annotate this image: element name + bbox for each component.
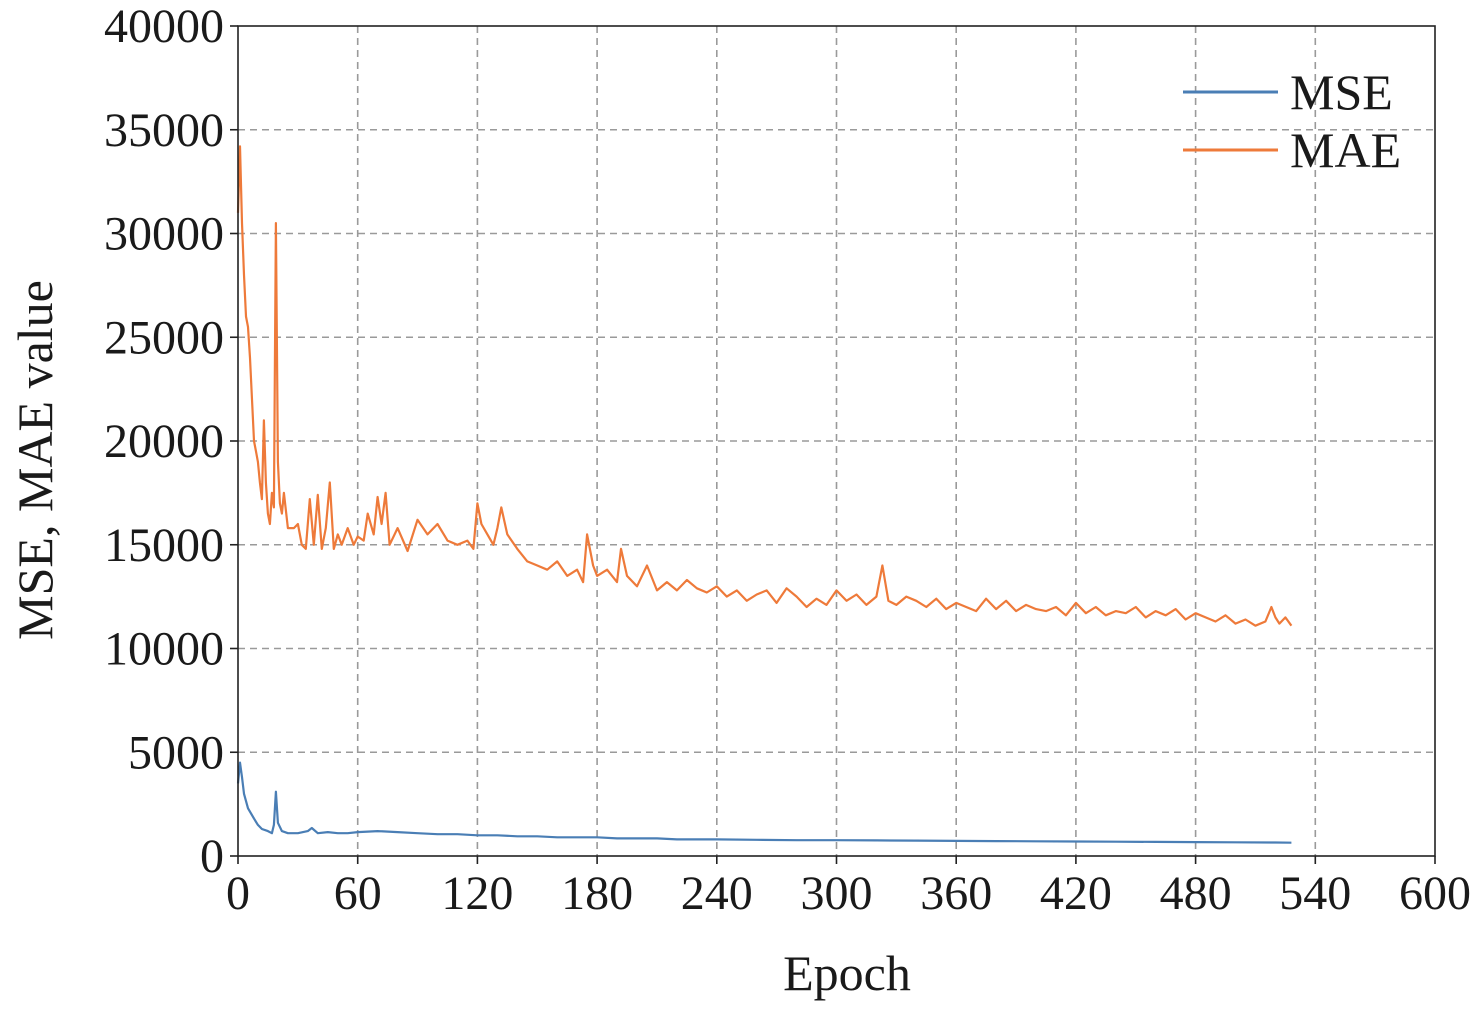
series-layer [236, 145, 1293, 844]
legend-label-mse: MSE [1290, 64, 1393, 120]
y-tick-label: 10000 [104, 623, 224, 676]
x-tick-label: 540 [1279, 867, 1351, 920]
x-tick-label: 240 [681, 867, 753, 920]
x-tick-label: 480 [1160, 867, 1232, 920]
x-axis-title: Epoch [783, 945, 911, 1001]
y-tick-label: 35000 [104, 104, 224, 157]
x-tick-label: 360 [920, 867, 992, 920]
ticks [230, 25, 1436, 864]
x-tick-label: 0 [226, 867, 250, 920]
y-tick-label: 15000 [104, 519, 224, 572]
x-tick-label: 60 [334, 867, 382, 920]
x-tick-label: 180 [561, 867, 633, 920]
x-tick-label: 600 [1399, 867, 1471, 920]
x-tick-label: 120 [441, 867, 513, 920]
grid [238, 26, 1435, 856]
series-line-mse [236, 761, 1292, 844]
y-tick-label: 5000 [128, 726, 224, 779]
y-tick-label: 0 [200, 830, 224, 883]
legend-label-mae: MAE [1290, 122, 1401, 178]
y-tick-label: 30000 [104, 208, 224, 261]
x-tick-label: 300 [801, 867, 873, 920]
y-tick-label: 25000 [104, 311, 224, 364]
x-tick-label: 420 [1040, 867, 1112, 920]
y-tick-label: 40000 [104, 0, 224, 53]
y-axis-title: MSE, MAE value [7, 280, 63, 640]
tick-labels: 0 60 120 180 240 300 360 420 480 540 600 0 5000 10000… [104, 0, 1471, 920]
series-line-mae [236, 145, 1293, 627]
y-tick-label: 20000 [104, 415, 224, 468]
